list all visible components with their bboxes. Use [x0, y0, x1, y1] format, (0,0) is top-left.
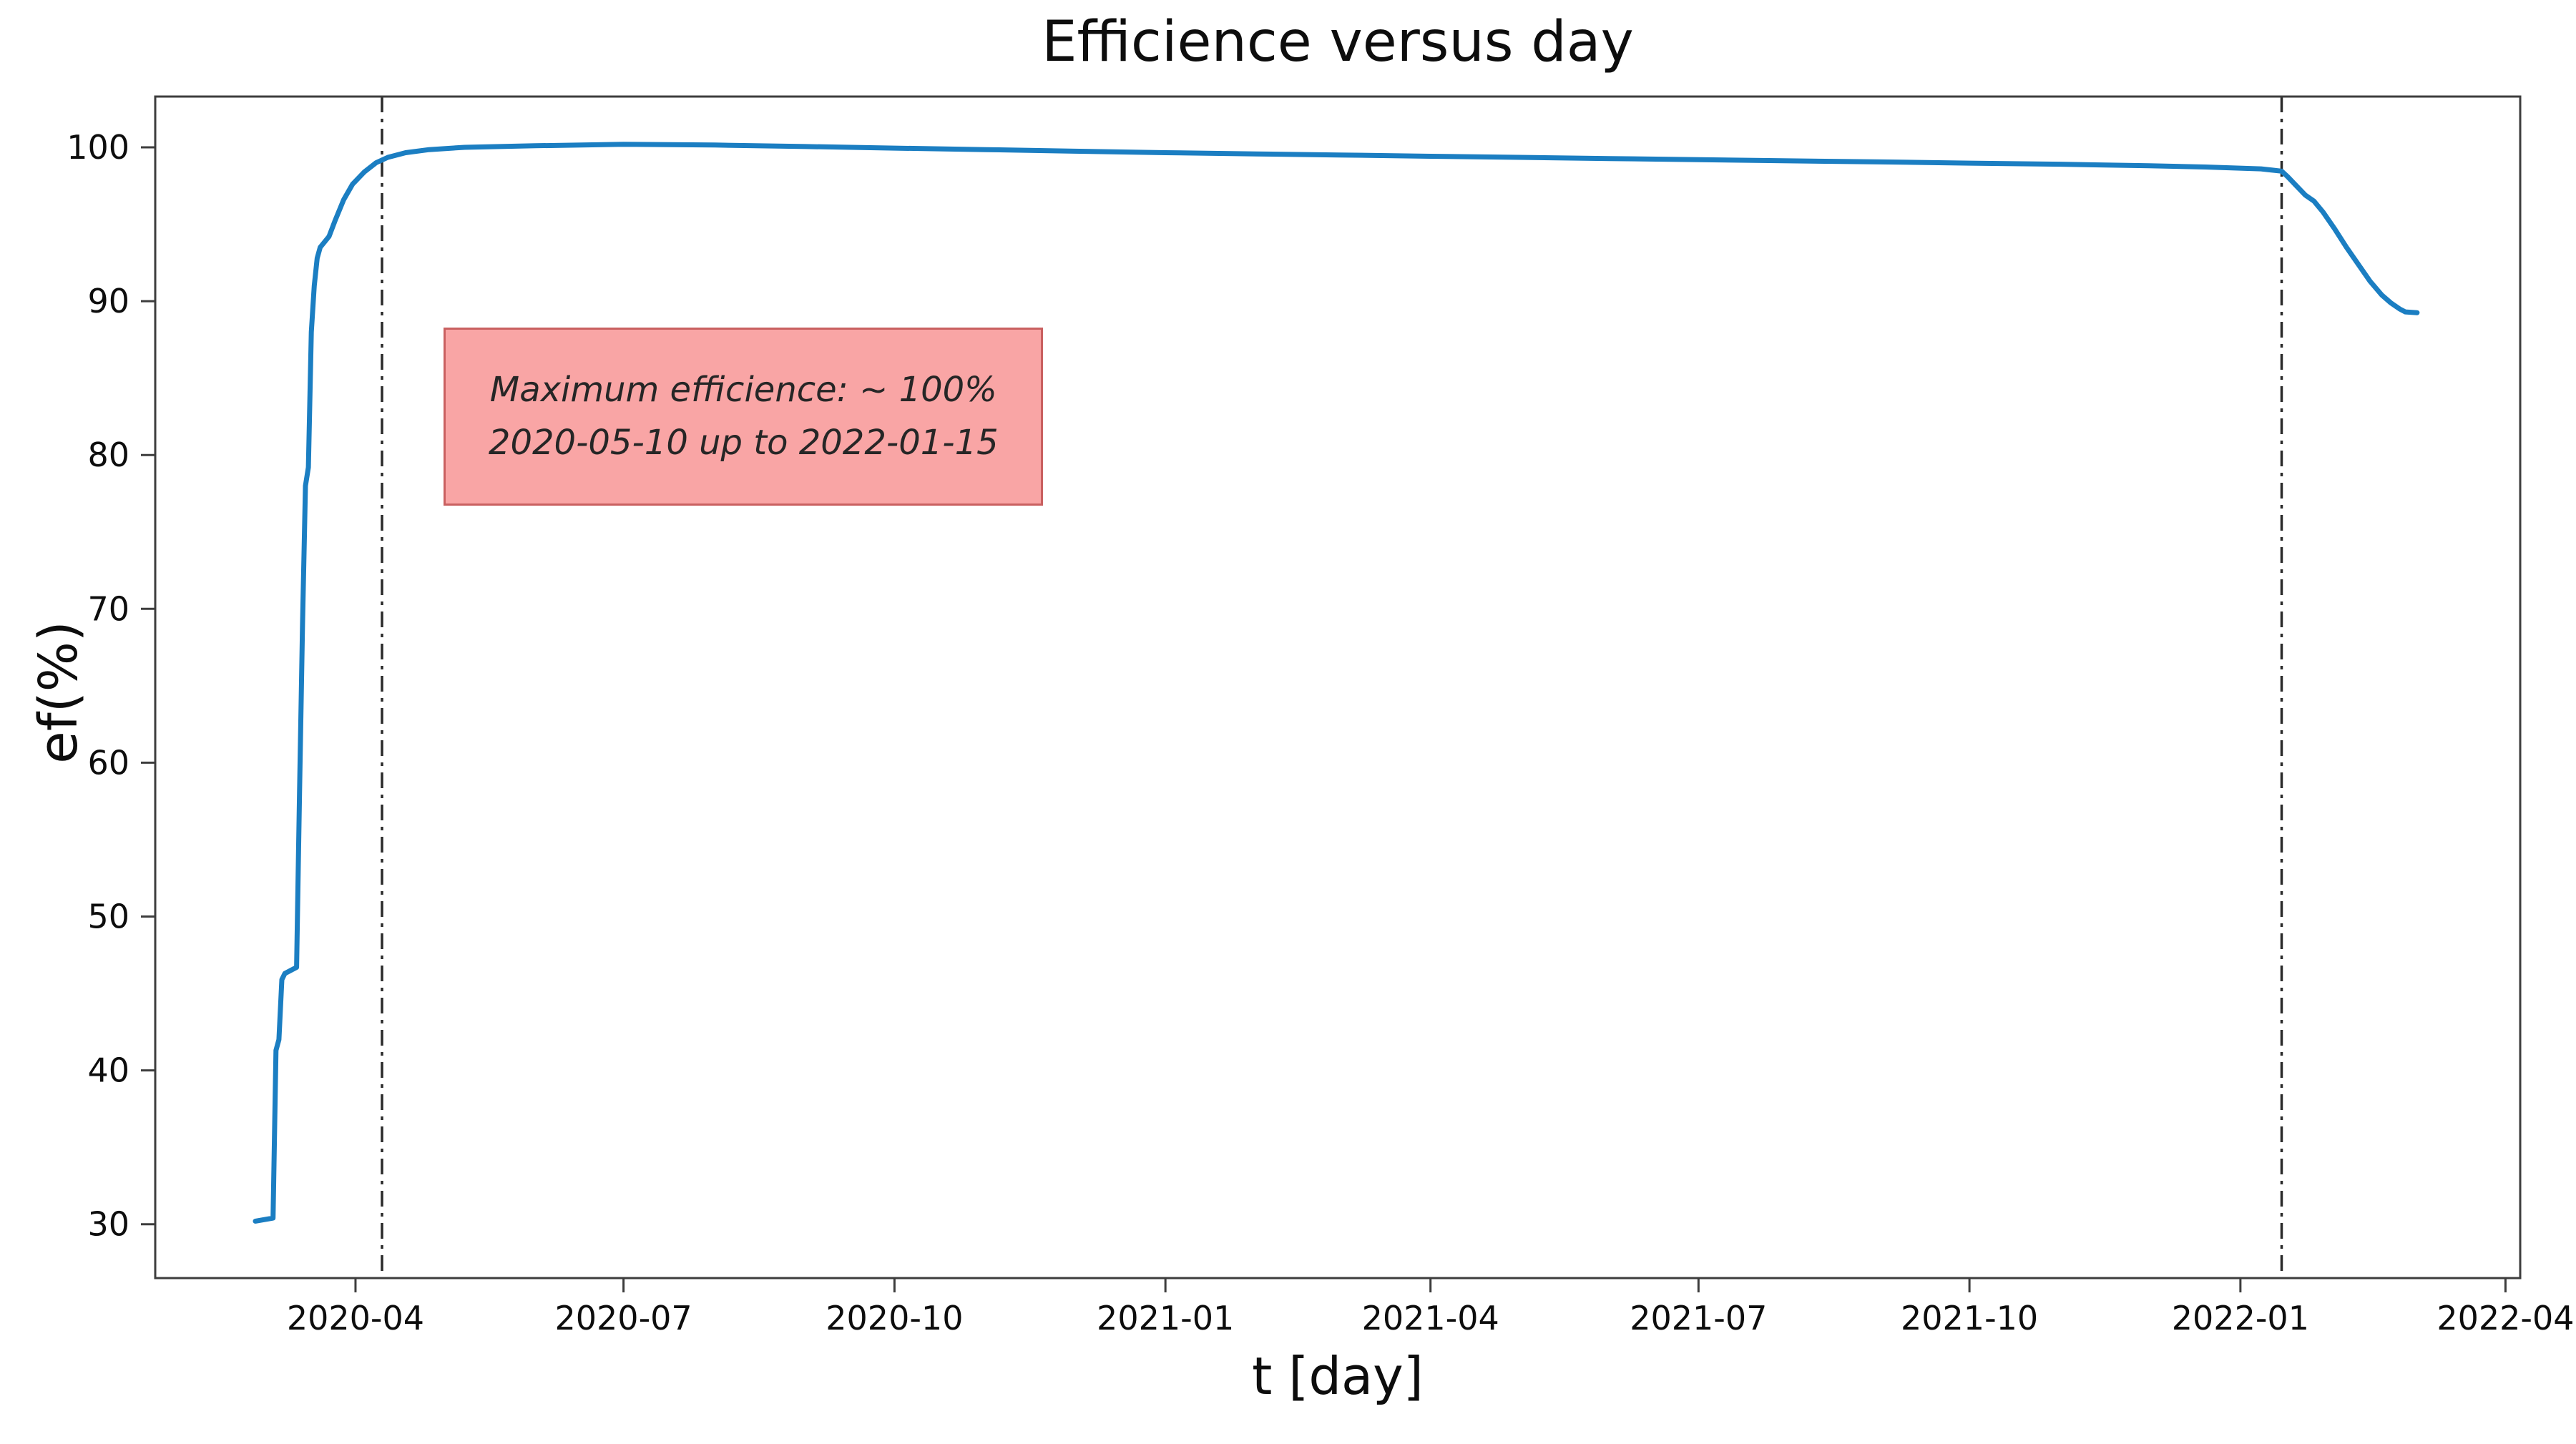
- x-tick-label: 2021-04: [1362, 1299, 1499, 1337]
- x-tick-label: 2022-04: [2437, 1299, 2574, 1337]
- y-tick-label: 30: [87, 1205, 129, 1244]
- efficiency-line: [253, 142, 2420, 1224]
- x-tick-label: 2021-07: [1630, 1299, 1767, 1337]
- axes-spine: [154, 95, 2522, 1280]
- y-tick-label: 60: [87, 743, 129, 782]
- y-tick-label: 100: [67, 128, 129, 167]
- annotation-line-2: 2020-05-10 up to 2022-01-15: [488, 423, 999, 463]
- y-tick-label: 40: [87, 1051, 129, 1090]
- x-tick-label: 2022-01: [2172, 1299, 2309, 1337]
- y-tick-label: 80: [87, 436, 129, 474]
- chart-title: Efficience versus day: [1042, 10, 1634, 74]
- y-tick-label: 90: [87, 282, 129, 320]
- x-tick-label: 2021-10: [1901, 1299, 2038, 1337]
- x-axis-label: t [day]: [1252, 1346, 1424, 1406]
- annotation-line-1: Maximum efficience: ~ 100%: [489, 369, 997, 410]
- annotation-box: Maximum efficience: ~ 100% 2020-05-10 up…: [444, 327, 1044, 506]
- x-tick-label: 2020-07: [555, 1299, 692, 1337]
- y-axis-label: ef(%): [28, 621, 89, 764]
- y-tick-label: 70: [87, 589, 129, 628]
- x-tick-label: 2020-10: [826, 1299, 963, 1337]
- y-tick-label: 50: [87, 898, 129, 936]
- x-tick-label: 2021-01: [1097, 1299, 1234, 1337]
- x-tick-label: 2020-04: [287, 1299, 424, 1337]
